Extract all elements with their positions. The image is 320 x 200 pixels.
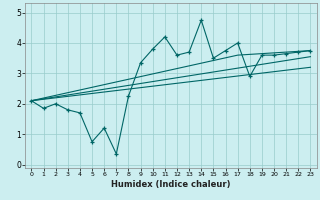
- X-axis label: Humidex (Indice chaleur): Humidex (Indice chaleur): [111, 180, 231, 189]
